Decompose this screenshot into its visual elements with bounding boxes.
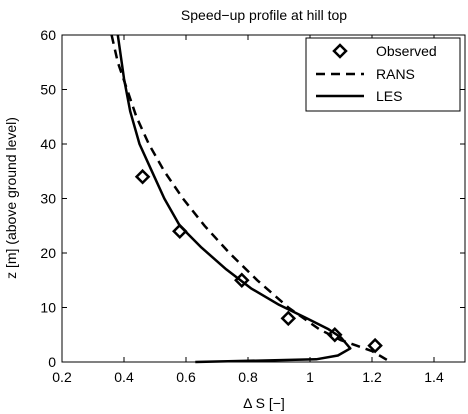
observed-point — [172, 223, 188, 239]
chart-title: Speed−up profile at hill top — [181, 7, 347, 23]
observed-markers — [134, 168, 383, 354]
legend-label-les: LES — [376, 88, 402, 104]
x-tick-label: 1.2 — [362, 369, 382, 385]
x-tick-label: 0.4 — [114, 369, 134, 385]
observed-point — [367, 337, 383, 354]
y-tick-label: 30 — [40, 191, 56, 207]
y-axis-label: z [m] (above ground level) — [3, 117, 19, 279]
legend: Observed RANS LES — [305, 37, 461, 112]
rans-line — [110, 34, 392, 364]
y-tick-label: 0 — [48, 354, 56, 370]
observed-point — [280, 310, 297, 327]
y-tick-label: 40 — [40, 136, 56, 152]
y-tick-label: 10 — [40, 300, 56, 316]
y-tick-label: 20 — [40, 245, 56, 261]
x-axis-label: Δ S [−] — [243, 395, 285, 411]
y-tick-label: 50 — [40, 82, 56, 98]
observed-point — [234, 272, 250, 289]
legend-label-observed: Observed — [376, 43, 437, 59]
x-tick-label: 1 — [306, 369, 314, 385]
x-tick-label: 0.6 — [176, 369, 196, 385]
x-tick-label: 0.8 — [238, 369, 258, 385]
x-tick-label: 1.4 — [424, 369, 444, 385]
observed-point — [134, 168, 151, 185]
y-axis: 0 10 20 30 40 50 60 — [40, 27, 465, 370]
x-tick-label: 0.2 — [52, 369, 72, 385]
observed-point — [327, 326, 343, 343]
legend-label-rans: RANS — [376, 66, 415, 82]
y-tick-label: 60 — [40, 27, 56, 43]
legend-observed-marker — [332, 43, 348, 59]
